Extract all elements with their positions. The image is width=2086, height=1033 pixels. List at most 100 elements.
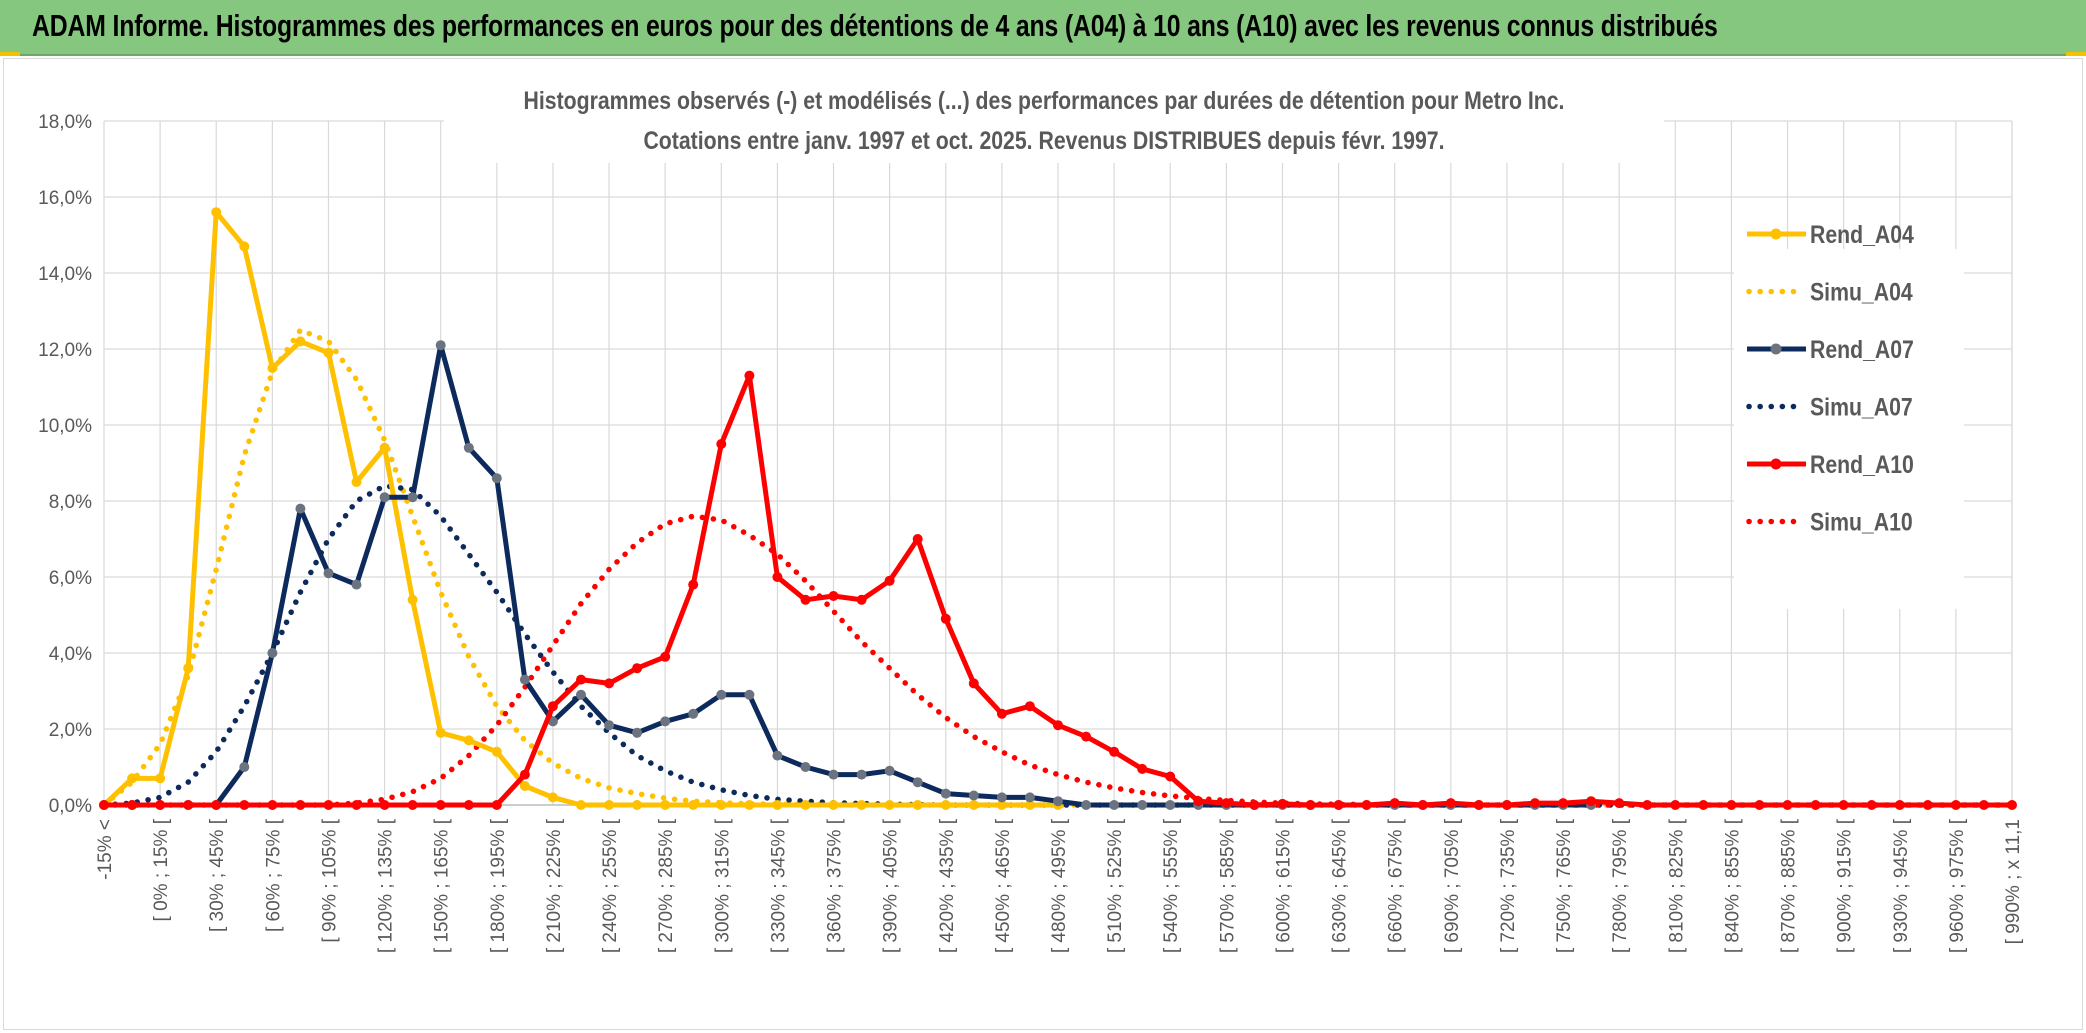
legend-marker xyxy=(1770,343,1782,355)
data-point xyxy=(800,800,811,810)
data-point xyxy=(351,579,362,590)
data-point xyxy=(1165,800,1176,810)
data-point xyxy=(1445,798,1456,809)
x-tick-label: [ 960% ; 975% [ xyxy=(1947,818,1968,953)
data-point xyxy=(1024,792,1035,803)
data-point xyxy=(912,777,923,788)
data-point xyxy=(884,575,895,586)
data-point xyxy=(1670,800,1681,810)
data-point xyxy=(379,492,390,503)
data-point xyxy=(1137,800,1148,810)
legend-label: Simu_A07 xyxy=(1810,393,1913,421)
data-point xyxy=(1894,800,1905,810)
x-axis: -15% < [ 0% ; 15% [[ 30% ; 45% [[ 60% ; 7… xyxy=(95,818,2024,953)
y-tick-label: 2,0% xyxy=(49,720,92,741)
y-tick-label: 8,0% xyxy=(49,492,92,513)
data-point xyxy=(632,663,643,674)
x-tick-label: [ 300% ; 315% [ xyxy=(712,818,733,953)
legend-label: Simu_A04 xyxy=(1810,278,1913,306)
data-point xyxy=(519,674,530,685)
data-point xyxy=(547,701,558,712)
data-point xyxy=(435,800,446,810)
data-point xyxy=(1165,771,1176,782)
x-tick-label: [ 870% ; 885% [ xyxy=(1779,818,1800,953)
x-tick-label: [ 840% ; 855% [ xyxy=(1722,818,1743,953)
data-point xyxy=(1305,800,1316,810)
data-point xyxy=(1024,800,1035,810)
data-point xyxy=(576,689,586,700)
data-point xyxy=(463,735,474,746)
data-point xyxy=(1838,800,1849,810)
data-point xyxy=(632,727,643,738)
data-point xyxy=(1950,800,1961,810)
x-tick-label: [ 420% ; 435% [ xyxy=(937,818,958,953)
data-point xyxy=(435,727,446,738)
x-tick-label: [ 330% ; 345% [ xyxy=(768,818,789,953)
data-point xyxy=(1473,800,1484,810)
data-point xyxy=(688,579,699,590)
data-point xyxy=(295,503,306,514)
data-point xyxy=(351,477,362,487)
data-point xyxy=(1922,800,1933,810)
y-tick-label: 18,0% xyxy=(38,112,92,133)
data-point xyxy=(660,651,671,662)
x-tick-label: [ 570% ; 585% [ xyxy=(1217,818,1238,953)
data-point xyxy=(239,762,250,772)
data-point xyxy=(295,336,306,347)
data-point xyxy=(127,773,138,784)
data-point xyxy=(1558,798,1569,809)
data-point xyxy=(1277,798,1288,809)
data-point xyxy=(1642,800,1653,810)
data-point xyxy=(267,800,278,810)
data-point xyxy=(183,800,194,810)
data-point xyxy=(351,800,362,810)
x-tick-label: [ 210% ; 225% [ xyxy=(544,818,565,953)
data-point xyxy=(1614,798,1625,809)
data-point xyxy=(491,746,502,757)
data-point xyxy=(379,442,390,453)
data-point xyxy=(491,473,502,484)
x-tick-label: [ 360% ; 375% [ xyxy=(825,818,846,953)
data-point xyxy=(1389,798,1400,809)
data-point xyxy=(155,773,166,784)
series-line xyxy=(101,209,1061,808)
data-point xyxy=(856,769,867,780)
chart-area: Histogrammes observés (-) et modélisés (… xyxy=(3,58,2083,1030)
x-tick-label: [ 810% ; 825% [ xyxy=(1666,818,1687,953)
data-point xyxy=(267,363,278,373)
report-banner: ADAM Informe. Histogrammes des performan… xyxy=(0,0,2086,56)
data-point xyxy=(828,591,839,601)
data-point xyxy=(295,800,306,810)
data-point xyxy=(1333,800,1344,810)
data-point xyxy=(1081,800,1092,810)
data-point xyxy=(155,800,166,810)
legend-item-simu-a07: Simu_A07 xyxy=(1746,393,1913,421)
x-tick-label: [ 930% ; 945% [ xyxy=(1891,818,1912,953)
data-point xyxy=(211,207,222,218)
data-point xyxy=(99,800,109,810)
y-tick-label: 6,0% xyxy=(49,568,92,589)
data-point xyxy=(884,765,895,776)
data-point xyxy=(1586,796,1597,807)
data-point xyxy=(463,442,474,453)
series-rend-a04 xyxy=(99,207,1063,810)
data-point xyxy=(519,769,530,780)
data-point xyxy=(884,800,895,810)
data-point xyxy=(1530,798,1540,809)
data-point xyxy=(435,340,446,351)
data-point xyxy=(547,792,558,803)
data-point xyxy=(183,663,194,674)
x-tick-label: [ 450% ; 465% [ xyxy=(993,818,1014,953)
data-point xyxy=(1361,800,1372,810)
grid xyxy=(103,120,2013,806)
data-point xyxy=(127,800,138,810)
data-point xyxy=(604,720,615,731)
legend: Rend_A04 Simu_A04 Rend_A07 Simu_A07 Rend_A10… xyxy=(1734,220,1964,609)
x-tick-label: [ 150% ; 165% [ xyxy=(432,818,453,953)
data-point xyxy=(239,800,250,810)
chart-title: Histogrammes observés (-) et modélisés (… xyxy=(524,86,1565,114)
data-point xyxy=(800,762,811,772)
chart-subtitle: Cotations entre janv. 1997 et oct. 2025.… xyxy=(643,126,1444,154)
data-point xyxy=(828,800,839,810)
data-point xyxy=(491,800,502,810)
